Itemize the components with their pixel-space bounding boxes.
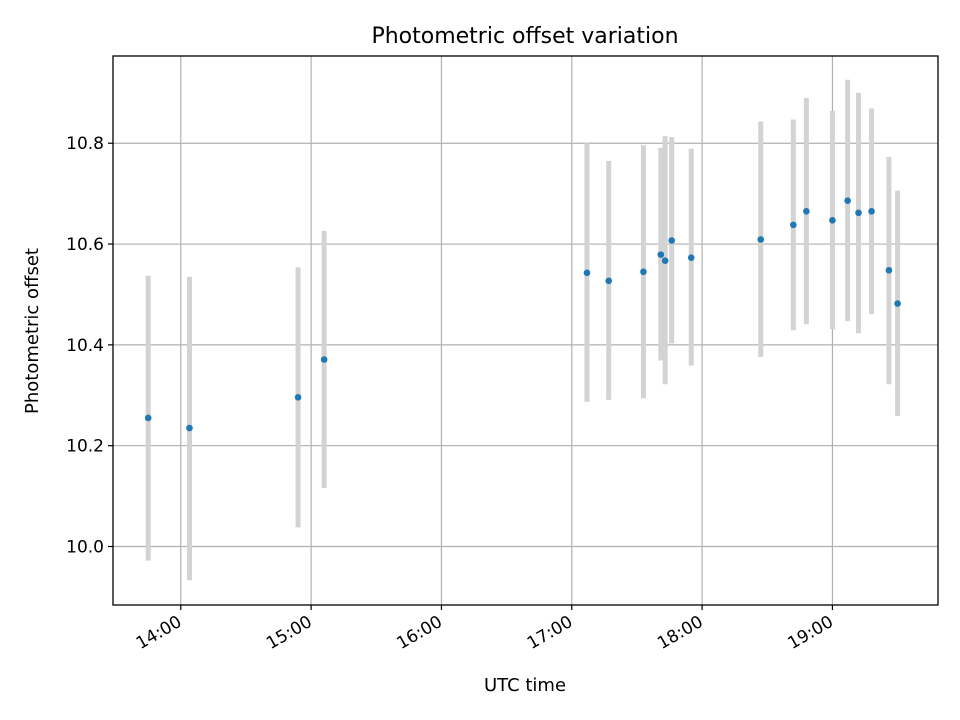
data-point: [803, 207, 810, 215]
chart-title: Photometric offset variation: [371, 24, 678, 49]
data-point: [885, 266, 893, 274]
y-tick-label: 10.6: [66, 235, 104, 255]
x-tick-label: 16:00: [394, 612, 446, 654]
y-tick-label: 10.0: [66, 538, 104, 558]
data-point: [687, 254, 695, 261]
error-bars: [145, 79, 901, 581]
data-point: [894, 300, 901, 307]
data-point: [661, 257, 669, 264]
data-point: [144, 414, 152, 422]
data-point: [294, 393, 302, 401]
x-tick-label: 15:00: [263, 612, 315, 654]
data-point: [320, 356, 328, 363]
data-point: [868, 207, 875, 215]
y-axis-label: Photometric offset: [22, 248, 43, 414]
data-point: [657, 251, 665, 258]
plot-frame: [112, 55, 939, 606]
x-tick-label: 14:00: [133, 612, 185, 654]
x-tick-label: 18:00: [654, 612, 706, 654]
x-tick-label: 17:00: [524, 612, 576, 654]
y-tick-label: 10.4: [66, 336, 104, 356]
y-tick-label: 10.8: [66, 134, 104, 154]
data-point: [583, 269, 591, 277]
data-points: [144, 197, 901, 432]
y-tick-label: 10.2: [66, 437, 104, 457]
data-point: [757, 236, 765, 243]
y-axis: 10.0 10.2 10.4 10.6 10.8: [66, 134, 113, 558]
data-point: [829, 217, 836, 224]
data-point: [668, 237, 675, 244]
data-point: [186, 424, 193, 432]
grid-lines: [113, 56, 938, 605]
x-axis-label: UTC time: [484, 675, 566, 696]
x-tick-label: 19:00: [784, 612, 836, 654]
data-point: [855, 209, 862, 217]
data-point: [640, 268, 647, 276]
data-point: [844, 197, 851, 204]
data-point: [790, 221, 797, 229]
x-axis: 14:00 15:00 16:00 17:00 18:00 19:00: [133, 605, 837, 654]
data-point: [605, 277, 612, 285]
